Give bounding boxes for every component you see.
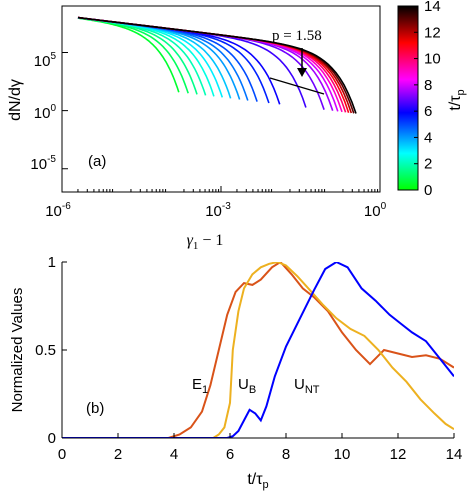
panel-b-label: (b) (86, 400, 104, 417)
a-ytick-label-1e5: 105 (34, 51, 57, 70)
colorbar-tick-label-2: 4 (424, 129, 432, 146)
b-xtick-label-1: 2 (114, 446, 122, 463)
a-x-axis-label: γ1 − 1 (187, 232, 224, 252)
a-y-axis-label: dN/dγ (7, 79, 24, 121)
colorbar-label: t/τp (447, 89, 467, 110)
colorbar-tick-label-7: 14 (424, 0, 441, 15)
a-xtick-label-1e0: 100 (364, 201, 387, 220)
panel-a: 105 100 10-5 10-6 10-3 100 γ1 − 1 dN/dγ … (7, 0, 467, 252)
colorbar-tick-label-1: 2 (424, 156, 432, 173)
panel-a-label: (a) (88, 153, 106, 170)
panel-a-ticks (61, 52, 381, 192)
series-line-ub (62, 262, 454, 438)
b-xtick-label-7: 14 (446, 446, 463, 463)
panel-a-axes-box (61, 5, 381, 193)
b-xtick-label-0: 0 (58, 446, 66, 463)
colorbar-tick-label-0: 0 (424, 182, 432, 199)
unt-annotation: UNT (294, 376, 320, 396)
colorbar-tick-label-3: 6 (424, 103, 432, 120)
a-ytick-label-1e0: 100 (34, 103, 57, 122)
colorbar (397, 5, 419, 191)
b-xtick-label-5: 10 (334, 446, 351, 463)
spectrum-series-21 (77, 16, 357, 114)
ub-annotation: UB (238, 376, 256, 396)
b-xtick-label-6: 12 (390, 446, 407, 463)
b-ytick-label-2: 1 (48, 254, 56, 271)
slope-arrow-head (297, 68, 307, 77)
slope-annotation: p = 1.58 (272, 28, 322, 44)
colorbar-tick-label-4: 8 (424, 77, 432, 94)
series-line-unt (62, 262, 454, 438)
a-xtick-label-1e-3: 10-3 (205, 201, 231, 220)
b-y-axis-label: Normalized Values (9, 288, 26, 413)
b-xtick-label-4: 8 (282, 446, 290, 463)
panel-a-spectra (77, 16, 357, 114)
b-ytick-label-1: 0.5 (35, 342, 56, 359)
panel-b-lines (62, 262, 454, 438)
series-line-e1 (62, 262, 454, 438)
b-x-axis-label: t/τp (247, 471, 268, 491)
e1-annotation: E1 (192, 376, 208, 396)
b-xtick-label-3: 6 (226, 446, 234, 463)
colorbar-tick-label-6: 12 (424, 24, 441, 41)
slope-guide-line (269, 77, 325, 95)
b-xtick-label-2: 4 (170, 446, 178, 463)
colorbar-tick-label-5: 10 (424, 51, 441, 68)
colorbar-ticks: 0 2 4 6 8 10 12 14 (414, 0, 441, 199)
panel-b-ticks: 0 2 4 6 8 10 12 14 0 0.5 1 (35, 254, 462, 463)
a-ytick-label-1e-5: 10-5 (30, 154, 56, 173)
b-ytick-label-0: 0 (48, 430, 56, 447)
a-xtick-label-1e-6: 10-6 (45, 201, 71, 220)
